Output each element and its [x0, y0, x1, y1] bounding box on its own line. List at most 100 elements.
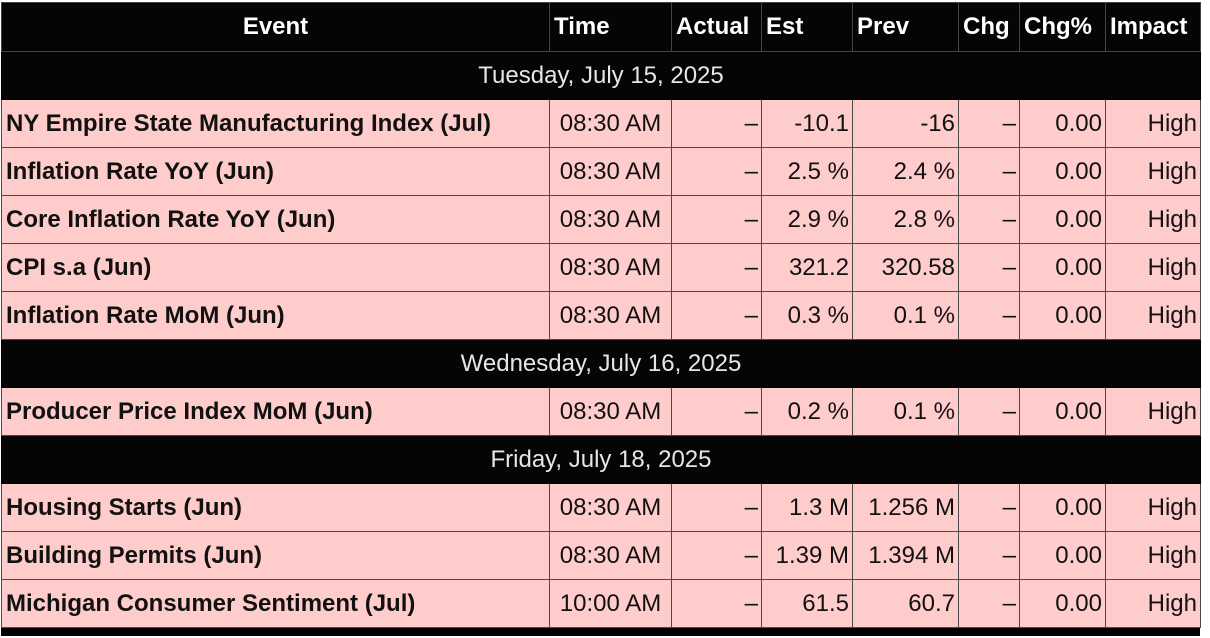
cell-event[interactable]: Core Inflation Rate YoY (Jun): [1, 195, 550, 244]
column-header-impact[interactable]: Impact: [1105, 2, 1201, 52]
cell-chg: –: [958, 291, 1020, 340]
date-row: Wednesday, July 16, 2025: [1, 339, 1201, 388]
cell-prev: 1.256 M: [852, 483, 959, 532]
table-row[interactable]: Inflation Rate MoM (Jun) 08:30 AM –0.3 % 0.…: [1, 291, 1201, 340]
events-table: Event Time Actual Est Prev Chg Chg% Impa…: [1, 2, 1201, 628]
table-row[interactable]: Housing Starts (Jun) 08:30 AM –1.3 M 1.256 …: [1, 483, 1201, 532]
column-header-est[interactable]: Est: [761, 2, 853, 52]
date-label: Friday, July 18, 2025: [1, 435, 1201, 484]
cell-chg: –: [958, 195, 1020, 244]
cell-impact: High: [1105, 291, 1201, 340]
cell-actual: –: [671, 99, 762, 148]
cell-impact: High: [1105, 483, 1201, 532]
cell-time: 08:30 AM: [549, 195, 672, 244]
cell-prev: -16: [852, 99, 959, 148]
cell-prev: 60.7: [852, 579, 959, 628]
cell-chg: –: [958, 579, 1020, 628]
table-row[interactable]: Producer Price Index MoM (Jun) 08:30 AM –0…: [1, 387, 1201, 436]
cell-impact: High: [1105, 243, 1201, 292]
cell-time: 08:30 AM: [549, 147, 672, 196]
date-label: Wednesday, July 16, 2025: [1, 339, 1201, 388]
cell-prev: 2.4 %: [852, 147, 959, 196]
cell-prev: 2.8 %: [852, 195, 959, 244]
cell-actual: –: [671, 387, 762, 436]
cell-actual: –: [671, 531, 762, 580]
table-body: Tuesday, July 15, 2025 NY Empire State Ma…: [1, 51, 1201, 628]
table-row[interactable]: Core Inflation Rate YoY (Jun) 08:30 AM –2.…: [1, 195, 1201, 244]
cell-actual: –: [671, 195, 762, 244]
cell-chg-percent: 0.00: [1019, 579, 1106, 628]
column-header-actual[interactable]: Actual: [671, 2, 762, 52]
table-row[interactable]: Building Permits (Jun) 08:30 AM –1.39 M 1.3…: [1, 531, 1201, 580]
cell-chg: –: [958, 147, 1020, 196]
cell-est: 61.5: [761, 579, 853, 628]
cell-chg-percent: 0.00: [1019, 291, 1106, 340]
cell-impact: High: [1105, 99, 1201, 148]
cell-chg: –: [958, 483, 1020, 532]
header-row: Event Time Actual Est Prev Chg Chg% Impa…: [1, 2, 1201, 52]
cell-time: 10:00 AM: [549, 579, 672, 628]
cell-est: 1.39 M: [761, 531, 853, 580]
column-header-chg[interactable]: Chg: [958, 2, 1020, 52]
cell-chg-percent: 0.00: [1019, 147, 1106, 196]
cell-est: 2.9 %: [761, 195, 853, 244]
cell-event[interactable]: Inflation Rate MoM (Jun): [1, 291, 550, 340]
cell-time: 08:30 AM: [549, 483, 672, 532]
cell-event[interactable]: Building Permits (Jun): [1, 531, 550, 580]
cell-time: 08:30 AM: [549, 243, 672, 292]
cell-impact: High: [1105, 147, 1201, 196]
table-row[interactable]: Inflation Rate YoY (Jun) 08:30 AM –2.5 % 2.…: [1, 147, 1201, 196]
date-row: Tuesday, July 15, 2025: [1, 51, 1201, 100]
cell-event[interactable]: Producer Price Index MoM (Jun): [1, 387, 550, 436]
cell-impact: High: [1105, 531, 1201, 580]
cell-actual: –: [671, 147, 762, 196]
cell-event[interactable]: CPI s.a (Jun): [1, 243, 550, 292]
table-row[interactable]: CPI s.a (Jun) 08:30 AM –321.2 320.58–0.00 Hi…: [1, 243, 1201, 292]
cell-chg-percent: 0.00: [1019, 243, 1106, 292]
cell-prev: 320.58: [852, 243, 959, 292]
cell-est: 321.2: [761, 243, 853, 292]
cell-time: 08:30 AM: [549, 291, 672, 340]
cell-chg: –: [958, 387, 1020, 436]
table-row[interactable]: NY Empire State Manufacturing Index (Jul…: [1, 99, 1201, 148]
date-row: Friday, July 18, 2025: [1, 435, 1201, 484]
cell-time: 08:30 AM: [549, 99, 672, 148]
cell-est: 0.3 %: [761, 291, 853, 340]
cell-actual: –: [671, 483, 762, 532]
cell-time: 08:30 AM: [549, 531, 672, 580]
cell-est: 1.3 M: [761, 483, 853, 532]
cell-chg-percent: 0.00: [1019, 99, 1106, 148]
cell-est: 2.5 %: [761, 147, 853, 196]
cell-prev: 0.1 %: [852, 387, 959, 436]
table-row[interactable]: Michigan Consumer Sentiment (Jul) 10:00 A…: [1, 579, 1201, 628]
cell-est: 0.2 %: [761, 387, 853, 436]
column-header-event[interactable]: Event: [1, 2, 550, 52]
column-header-time[interactable]: Time: [549, 2, 672, 52]
cell-chg: –: [958, 531, 1020, 580]
cell-chg: –: [958, 243, 1020, 292]
cell-prev: 0.1 %: [852, 291, 959, 340]
cell-event[interactable]: Inflation Rate YoY (Jun): [1, 147, 550, 196]
cell-event[interactable]: NY Empire State Manufacturing Index (Jul…: [1, 99, 550, 148]
cell-impact: High: [1105, 387, 1201, 436]
cell-event[interactable]: Housing Starts (Jun): [1, 483, 550, 532]
table-header: Event Time Actual Est Prev Chg Chg% Impa…: [1, 2, 1201, 52]
cell-time: 08:30 AM: [549, 387, 672, 436]
cell-actual: –: [671, 579, 762, 628]
cell-est: -10.1: [761, 99, 853, 148]
cell-chg-percent: 0.00: [1019, 387, 1106, 436]
cell-chg-percent: 0.00: [1019, 195, 1106, 244]
cell-impact: High: [1105, 579, 1201, 628]
column-header-chg-percent[interactable]: Chg%: [1019, 2, 1106, 52]
cell-actual: –: [671, 243, 762, 292]
cell-prev: 1.394 M: [852, 531, 959, 580]
column-header-prev[interactable]: Prev: [852, 2, 959, 52]
cell-actual: –: [671, 291, 762, 340]
cell-chg: –: [958, 99, 1020, 148]
cell-impact: High: [1105, 195, 1201, 244]
cell-event[interactable]: Michigan Consumer Sentiment (Jul): [1, 579, 550, 628]
cell-chg-percent: 0.00: [1019, 531, 1106, 580]
cell-chg-percent: 0.00: [1019, 483, 1106, 532]
date-label: Tuesday, July 15, 2025: [1, 51, 1201, 100]
